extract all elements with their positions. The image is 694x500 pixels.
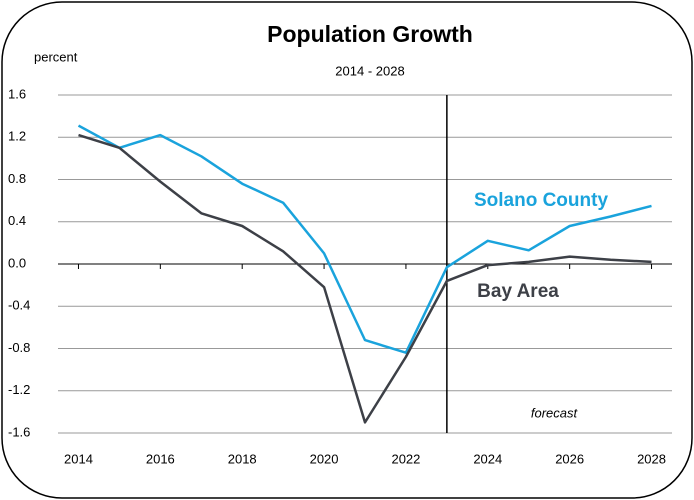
y-tick-label: 1.6: [8, 86, 26, 101]
series-label: Solano County: [474, 190, 608, 211]
y-tick-label: -1.6: [8, 424, 30, 439]
x-tick-label: 2022: [391, 451, 420, 466]
x-tick-label: 2018: [228, 451, 257, 466]
y-tick-label: -0.4: [8, 298, 30, 313]
x-tick-label: 2028: [637, 451, 666, 466]
chart-subtitle: 2014 - 2028: [335, 63, 404, 78]
x-tick-label: 2020: [310, 451, 339, 466]
y-tick-label: 0.0: [8, 255, 26, 270]
annotation: forecast: [531, 405, 579, 420]
y-axis-label: percent: [34, 49, 78, 64]
x-tick-label: 2026: [555, 451, 584, 466]
y-tick-label: -1.2: [8, 382, 30, 397]
x-tick-label: 2014: [64, 451, 93, 466]
chart-title: Population Growth: [267, 21, 473, 47]
x-tick-label: 2016: [146, 451, 175, 466]
series-label: Bay Area: [477, 281, 559, 302]
series-line: [78, 133, 652, 424]
y-tick-label: 1.2: [8, 129, 26, 144]
x-tick-label: 2024: [473, 451, 502, 466]
y-tick-label: 0.4: [8, 213, 26, 228]
y-tick-label: 0.8: [8, 171, 26, 186]
y-tick-label: -0.8: [8, 340, 30, 355]
series-line: [77, 124, 652, 354]
